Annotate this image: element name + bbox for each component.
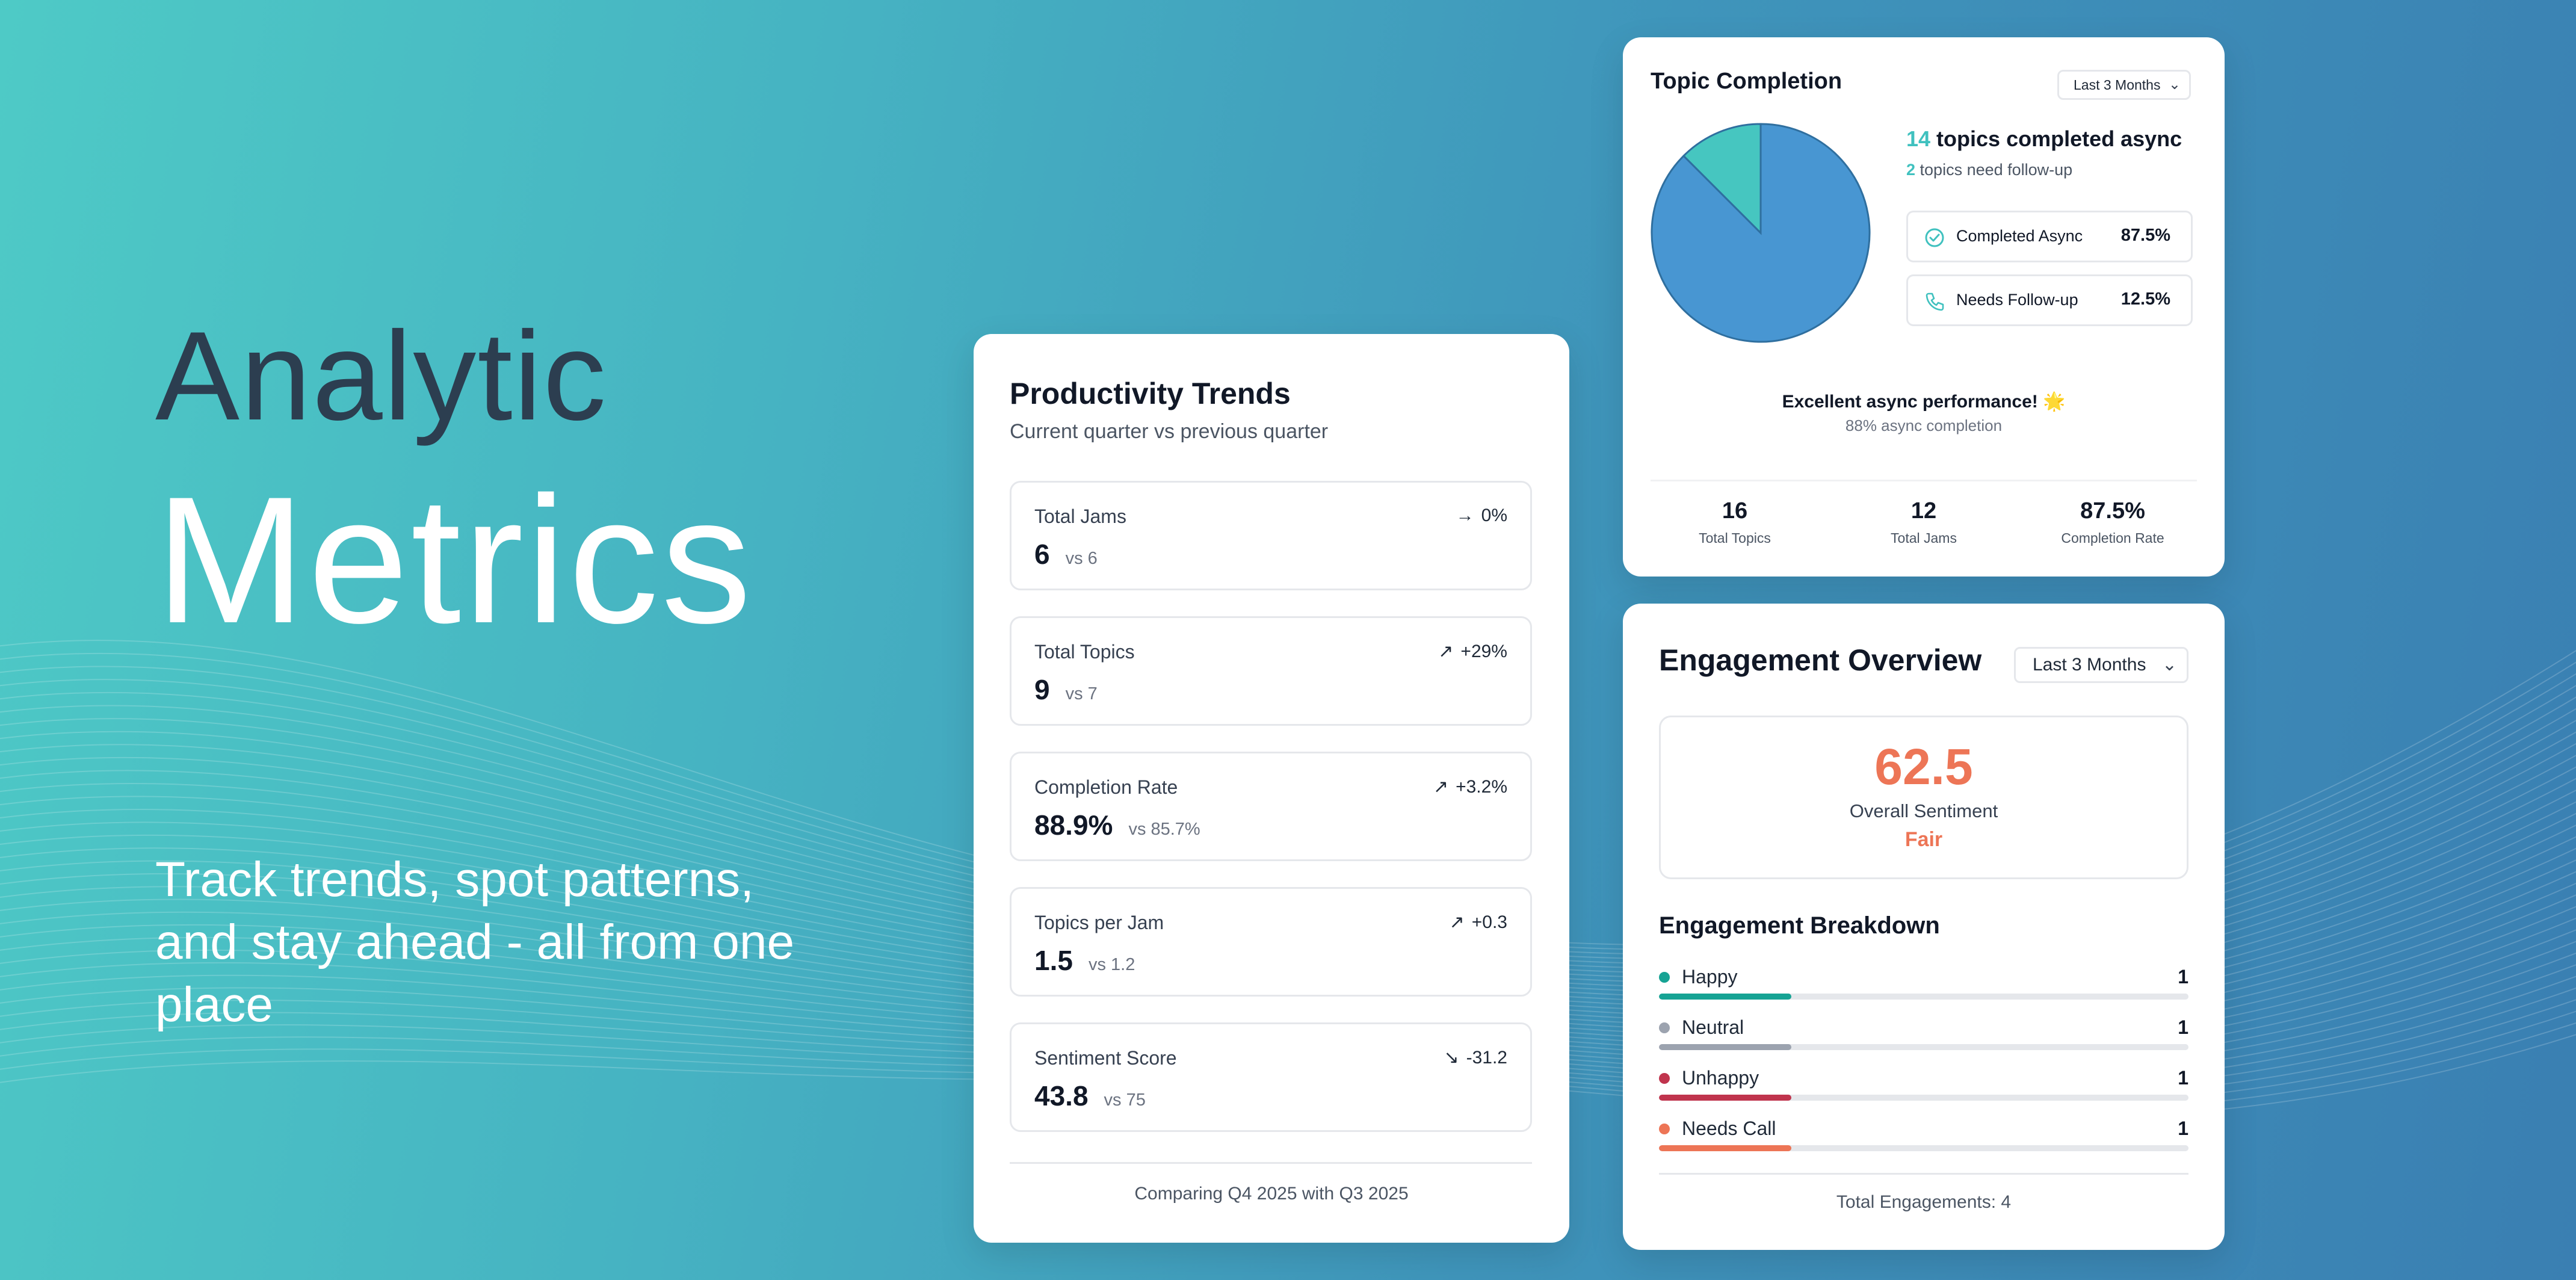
total-engagements: Total Engagements: 4 <box>1836 1192 2012 1212</box>
topic-completion-card: Topic Completion Last 3 Months ⌄ 14 topi… <box>1623 37 2225 577</box>
legend-percent: 87.5% <box>2120 226 2170 245</box>
breakdown-count: 1 <box>2178 966 2188 988</box>
legend-percent: 12.5% <box>2120 289 2170 309</box>
metric-completion-rate: Completion Rate ↗ +3.2% 88.9% vs 85.7% <box>1010 752 1532 861</box>
topic-completion-pie-chart <box>1651 123 1871 343</box>
arrow-up-right-icon: ↗ <box>1449 912 1465 932</box>
engagement-range-select[interactable]: Last 3 Months ⌄ <box>2014 647 2188 683</box>
metric-label: Total Jams <box>1034 506 1126 527</box>
metric-previous: vs 85.7% <box>1128 820 1200 839</box>
divider <box>1010 1162 1532 1164</box>
breakdown-bar-fill <box>1659 1145 1791 1151</box>
check-circle-icon <box>1925 228 1944 247</box>
breakdown-bar <box>1659 1145 2188 1151</box>
metric-previous: vs 6 <box>1065 549 1098 568</box>
breakdown-count: 1 <box>2178 1067 2188 1089</box>
metric-change: ↗ +0.3 <box>1449 912 1507 932</box>
stat-total-topics: 16 Total Topics <box>1699 498 1771 546</box>
productivity-subtitle: Current quarter vs previous quarter <box>1010 420 1329 443</box>
metric-previous: vs 1.2 <box>1088 955 1135 974</box>
engagement-overview-card: Engagement Overview Last 3 Months ⌄ 62.5… <box>1623 604 2225 1250</box>
engagement-breakdown-title: Engagement Breakdown <box>1659 912 1940 939</box>
hero-title-line2: Metrics <box>155 459 754 661</box>
breakdown-label: Neutral <box>1682 1016 1744 1038</box>
divider <box>1659 1173 2188 1175</box>
overall-sentiment-box: 62.5 Overall Sentiment Fair <box>1659 716 2188 879</box>
performance-message: Excellent async performance! 🌟 <box>1782 392 2066 412</box>
legend-completed-async: Completed Async 87.5% <box>1906 211 2193 262</box>
breakdown-count: 1 <box>2178 1016 2188 1038</box>
metric-label: Sentiment Score <box>1034 1047 1177 1069</box>
metric-change: ↗ +29% <box>1438 642 1507 661</box>
productivity-title: Productivity Trends <box>1010 377 1291 410</box>
metric-value: 43.8 vs 75 <box>1034 1080 1146 1111</box>
legend-label: Completed Async <box>1956 227 2083 245</box>
topic-range-select[interactable]: Last 3 Months ⌄ <box>2057 70 2191 100</box>
metric-label: Total Topics <box>1034 641 1135 663</box>
arrow-right-icon: → <box>1456 506 1474 525</box>
metric-topics-per-jam: Topics per Jam ↗ +0.3 1.5 vs 1.2 <box>1010 887 1532 997</box>
metric-sentiment-score: Sentiment Score ↘ -31.2 43.8 vs 75 <box>1010 1022 1532 1132</box>
sentiment-score: 62.5 <box>1874 738 1973 795</box>
breakdown-row-unhappy: Unhappy 1 <box>1659 1065 2188 1107</box>
stat-total-jams: 12 Total Jams <box>1891 498 1957 546</box>
arrow-up-right-icon: ↗ <box>1438 642 1454 661</box>
hero-title-line1: Analytic <box>155 305 608 447</box>
legend-label: Needs Follow-up <box>1956 291 2078 309</box>
metric-previous: vs 75 <box>1104 1090 1146 1110</box>
breakdown-row-neutral: Neutral 1 <box>1659 1014 2188 1056</box>
metric-value: 1.5 vs 1.2 <box>1034 945 1135 976</box>
sentiment-label: Overall Sentiment <box>1849 800 1998 821</box>
chevron-down-icon: ⌄ <box>2161 655 2177 675</box>
breakdown-row-happy: Happy 1 <box>1659 963 2188 1006</box>
topics-completed-headline: 14 topics completed async <box>1906 126 2182 151</box>
status-dot <box>1659 1073 1670 1084</box>
status-dot <box>1659 1124 1670 1134</box>
status-dot <box>1659 1022 1670 1033</box>
hero-subtitle: Track trends, spot patterns, and stay ah… <box>155 852 795 1032</box>
breakdown-label: Happy <box>1682 966 1738 988</box>
breakdown-bar-fill <box>1659 1095 1791 1101</box>
divider <box>1651 480 2197 481</box>
metric-label: Topics per Jam <box>1034 912 1164 933</box>
topic-completion-title: Topic Completion <box>1651 69 1842 94</box>
productivity-trends-card: Productivity Trends Current quarter vs p… <box>974 334 1569 1243</box>
metric-value: 88.9% vs 85.7% <box>1034 809 1200 841</box>
pie-slice-needs-follow-up <box>1682 123 1762 235</box>
metric-label: Completion Rate <box>1034 776 1178 798</box>
breakdown-bar <box>1659 994 2188 1000</box>
arrow-up-right-icon: ↗ <box>1433 777 1449 797</box>
breakdown-bar-fill <box>1659 1044 1791 1050</box>
chevron-down-icon: ⌄ <box>2168 76 2181 93</box>
breakdown-bar-fill <box>1659 994 1791 1000</box>
metric-value: 6 vs 6 <box>1034 539 1098 570</box>
metric-change: ↘ -31.2 <box>1444 1048 1507 1068</box>
metric-total-jams: Total Jams → 0% 6 vs 6 <box>1010 481 1532 590</box>
engagement-title: Engagement Overview <box>1659 643 1982 677</box>
breakdown-label: Needs Call <box>1682 1118 1776 1139</box>
topics-followup-text: 2 topics need follow-up <box>1906 161 2073 179</box>
breakdown-bar <box>1659 1095 2188 1101</box>
productivity-footer: Comparing Q4 2025 with Q3 2025 <box>1134 1184 1409 1204</box>
breakdown-label: Unhappy <box>1682 1067 1759 1089</box>
metric-change: → 0% <box>1456 506 1507 525</box>
status-dot <box>1659 972 1670 983</box>
sentiment-rating: Fair <box>1904 828 1943 851</box>
stat-completion-rate: 87.5% Completion Rate <box>2061 498 2164 546</box>
breakdown-bar <box>1659 1044 2188 1050</box>
performance-subtext: 88% async completion <box>1845 416 2003 434</box>
arrow-down-right-icon: ↘ <box>1444 1048 1459 1068</box>
phone-icon <box>1926 292 1944 311</box>
metric-total-topics: Total Topics ↗ +29% 9 vs 7 <box>1010 616 1532 726</box>
breakdown-row-needs-call: Needs Call 1 <box>1659 1115 2188 1157</box>
metric-previous: vs 7 <box>1065 684 1098 703</box>
metric-value: 9 vs 7 <box>1034 674 1098 705</box>
breakdown-count: 1 <box>2178 1118 2188 1139</box>
legend-needs-followup: Needs Follow-up 12.5% <box>1906 274 2193 326</box>
metric-change: ↗ +3.2% <box>1433 777 1507 797</box>
